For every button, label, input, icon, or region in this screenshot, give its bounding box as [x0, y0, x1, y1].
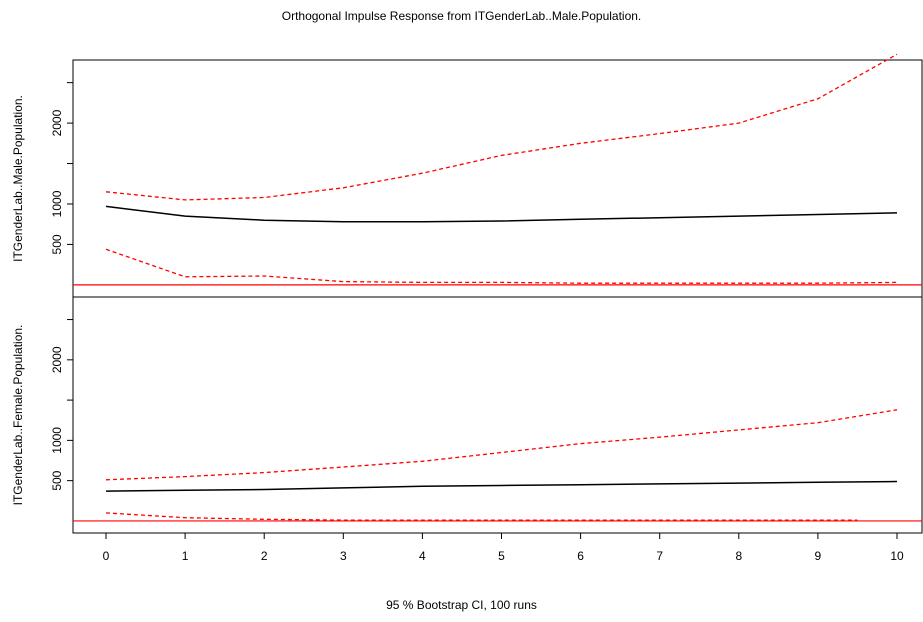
panel-2-y-tick-label: 1000	[50, 427, 64, 454]
x-tick-label: 6	[577, 549, 584, 563]
panel-2-irf-line	[106, 482, 897, 492]
x-tick-label: 1	[182, 549, 189, 563]
x-tick-label: 5	[498, 549, 505, 563]
panel-2-lower-line	[106, 513, 857, 520]
x-tick-label: 8	[735, 549, 742, 563]
panel-1-irf-line	[106, 206, 897, 221]
x-tick-label: 2	[261, 549, 268, 563]
panel-1-lower-line	[106, 249, 897, 283]
panel-1-y-tick-label: 2000	[50, 109, 64, 136]
panel-2-frame	[73, 297, 922, 533]
panel-2-upper-line	[106, 410, 897, 480]
x-tick-label: 7	[656, 549, 663, 563]
x-tick-label: 0	[103, 549, 110, 563]
panel-1-upper-line	[106, 54, 897, 200]
panel-2-y-tick-label: 500	[50, 470, 64, 490]
panel-1-y-axis-label: ITGenderLab..Male.Population.	[11, 95, 25, 262]
panel-2-y-axis-label: ITGenderLab..Female.Population.	[11, 325, 25, 506]
panel-1-y-tick-label: 500	[50, 234, 64, 254]
panel-1-frame	[73, 60, 922, 297]
x-tick-label: 9	[815, 549, 822, 563]
panel-1-y-tick-label: 1000	[50, 190, 64, 217]
x-tick-label: 10	[890, 549, 904, 563]
x-tick-label: 3	[340, 549, 347, 563]
chart-footer: 95 % Bootstrap CI, 100 runs	[0, 598, 923, 612]
x-tick-label: 4	[419, 549, 426, 563]
panel-2-y-tick-label: 2000	[50, 346, 64, 373]
